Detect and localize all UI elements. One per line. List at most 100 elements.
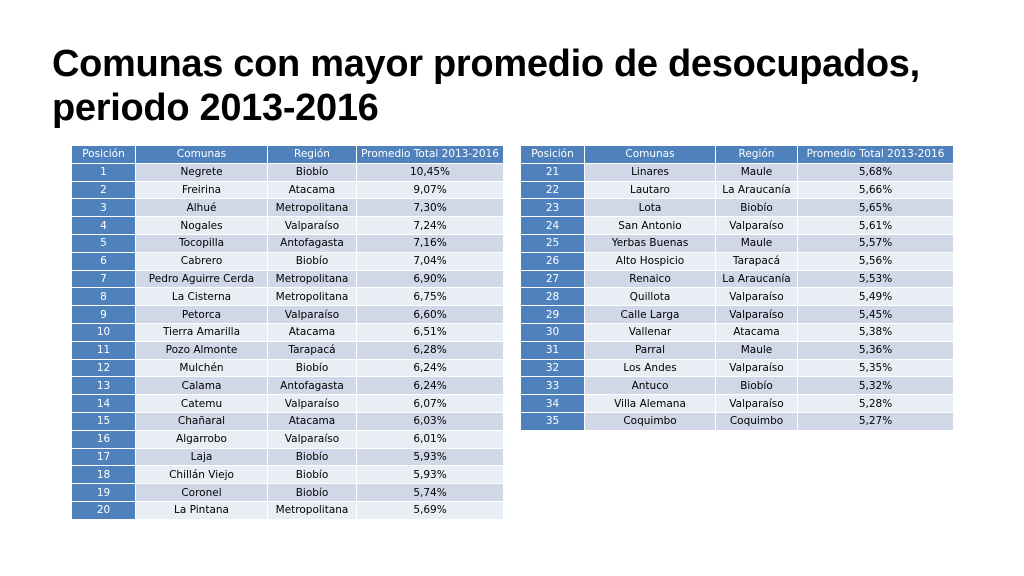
position-cell: 31 xyxy=(520,340,585,360)
promedio-cell: 6,60% xyxy=(356,305,504,324)
table-row: 25 Yerbas Buenas Maule 5,57% xyxy=(520,233,954,253)
position-cell: 22 xyxy=(520,180,585,200)
table-row: 32 Los Andes Valparaíso 5,35% xyxy=(520,358,954,378)
region-cell: Biobío xyxy=(267,483,357,502)
table-row: 19 Coronel Biobío 5,74% xyxy=(71,483,504,502)
comuna-cell: Linares xyxy=(584,162,716,182)
promedio-cell: 5,36% xyxy=(797,340,954,360)
comuna-cell: Catemu xyxy=(135,394,268,413)
region-cell: La Araucanía xyxy=(715,269,798,289)
table-row: 15 Chañaral Atacama 6,03% xyxy=(71,411,504,431)
comuna-cell: Pedro Aguirre Cerda xyxy=(135,269,268,289)
region-cell: Valparaíso xyxy=(715,287,798,307)
position-cell: 25 xyxy=(520,233,585,253)
position-cell: 1 xyxy=(71,162,136,182)
position-cell: 32 xyxy=(520,358,585,378)
comuna-cell: Coronel xyxy=(135,483,268,502)
comuna-cell: La Pintana xyxy=(135,500,268,520)
position-cell: 11 xyxy=(71,340,136,360)
table-row: 34 Villa Alemana Valparaíso 5,28% xyxy=(520,394,954,413)
position-cell: 33 xyxy=(520,376,585,396)
promedio-cell: 7,30% xyxy=(356,198,504,218)
table-row: 16 Algarrobo Valparaíso 6,01% xyxy=(71,429,504,449)
comuna-cell: Yerbas Buenas xyxy=(584,233,716,253)
table-row: 24 San Antonio Valparaíso 5,61% xyxy=(520,216,954,235)
table-row: 33 Antuco Biobío 5,32% xyxy=(520,376,954,396)
promedio-cell: 6,24% xyxy=(356,358,504,378)
region-cell: Valparaíso xyxy=(267,216,357,235)
position-cell: 2 xyxy=(71,180,136,200)
comuna-cell: Tocopilla xyxy=(135,233,268,253)
promedio-cell: 5,35% xyxy=(797,358,954,378)
region-cell: Valparaíso xyxy=(715,394,798,413)
promedio-cell: 6,28% xyxy=(356,340,504,360)
table-row: 11 Pozo Almonte Tarapacá 6,28% xyxy=(71,340,504,360)
table-row: 5 Tocopilla Antofagasta 7,16% xyxy=(71,233,504,253)
promedio-cell: 5,66% xyxy=(797,180,954,200)
position-cell: 7 xyxy=(71,269,136,289)
comuna-cell: Chañaral xyxy=(135,411,268,431)
promedio-cell: 5,53% xyxy=(797,269,954,289)
promedio-cell: 5,27% xyxy=(797,411,954,431)
promedio-cell: 6,24% xyxy=(356,376,504,396)
table-row: 23 Lota Biobío 5,65% xyxy=(520,198,954,218)
table-row: 18 Chillán Viejo Biobío 5,93% xyxy=(71,465,504,485)
header-promedio: Promedio Total 2013-2016 xyxy=(356,145,504,164)
comuna-cell: Calama xyxy=(135,376,268,396)
position-cell: 30 xyxy=(520,322,585,342)
comuna-cell: La Cisterna xyxy=(135,287,268,307)
region-cell: Metropolitana xyxy=(267,500,357,520)
comuna-cell: Cabrero xyxy=(135,251,268,271)
table-row: 29 Calle Larga Valparaíso 5,45% xyxy=(520,305,954,324)
comuna-cell: Quillota xyxy=(584,287,716,307)
table-row: 6 Cabrero Biobío 7,04% xyxy=(71,251,504,271)
position-cell: 3 xyxy=(71,198,136,218)
table-row: 30 Vallenar Atacama 5,38% xyxy=(520,322,954,342)
promedio-cell: 5,61% xyxy=(797,216,954,235)
region-cell: Biobío xyxy=(267,447,357,467)
promedio-cell: 7,16% xyxy=(356,233,504,253)
position-cell: 16 xyxy=(71,429,136,449)
header-posicion: Posición xyxy=(71,145,136,164)
comuna-cell: Vallenar xyxy=(584,322,716,342)
promedio-cell: 5,93% xyxy=(356,447,504,467)
region-cell: Maule xyxy=(715,340,798,360)
position-cell: 17 xyxy=(71,447,136,467)
header-region: Región xyxy=(267,145,357,164)
region-cell: Valparaíso xyxy=(715,305,798,324)
position-cell: 27 xyxy=(520,269,585,289)
table-row: 28 Quillota Valparaíso 5,49% xyxy=(520,287,954,307)
promedio-cell: 6,75% xyxy=(356,287,504,307)
region-cell: Valparaíso xyxy=(267,305,357,324)
position-cell: 9 xyxy=(71,305,136,324)
promedio-cell: 9,07% xyxy=(356,180,504,200)
comuna-cell: San Antonio xyxy=(584,216,716,235)
position-cell: 28 xyxy=(520,287,585,307)
table-row: 7 Pedro Aguirre Cerda Metropolitana 6,90% xyxy=(71,269,504,289)
comuna-cell: Antuco xyxy=(584,376,716,396)
region-cell: Biobío xyxy=(267,358,357,378)
region-cell: Tarapacá xyxy=(267,340,357,360)
region-cell: Tarapacá xyxy=(715,251,798,271)
header-comunas: Comunas xyxy=(135,145,268,164)
table-row: 35 Coquimbo Coquimbo 5,27% xyxy=(520,411,954,431)
comuna-cell: Los Andes xyxy=(584,358,716,378)
table-row: 17 Laja Biobío 5,93% xyxy=(71,447,504,467)
position-cell: 13 xyxy=(71,376,136,396)
region-cell: Valparaíso xyxy=(267,429,357,449)
comuna-cell: Nogales xyxy=(135,216,268,235)
position-cell: 6 xyxy=(71,251,136,271)
table-row: 1 Negrete Biobío 10,45% xyxy=(71,162,504,182)
header-posicion: Posición xyxy=(520,145,585,164)
comuna-cell: Villa Alemana xyxy=(584,394,716,413)
table-row: 13 Calama Antofagasta 6,24% xyxy=(71,376,504,396)
comuna-cell: Coquimbo xyxy=(584,411,716,431)
promedio-cell: 5,56% xyxy=(797,251,954,271)
promedio-cell: 5,32% xyxy=(797,376,954,396)
comuna-cell: Algarrobo xyxy=(135,429,268,449)
region-cell: Antofagasta xyxy=(267,233,357,253)
promedio-cell: 5,57% xyxy=(797,233,954,253)
comuna-cell: Pozo Almonte xyxy=(135,340,268,360)
comuna-cell: Mulchén xyxy=(135,358,268,378)
position-cell: 21 xyxy=(520,162,585,182)
